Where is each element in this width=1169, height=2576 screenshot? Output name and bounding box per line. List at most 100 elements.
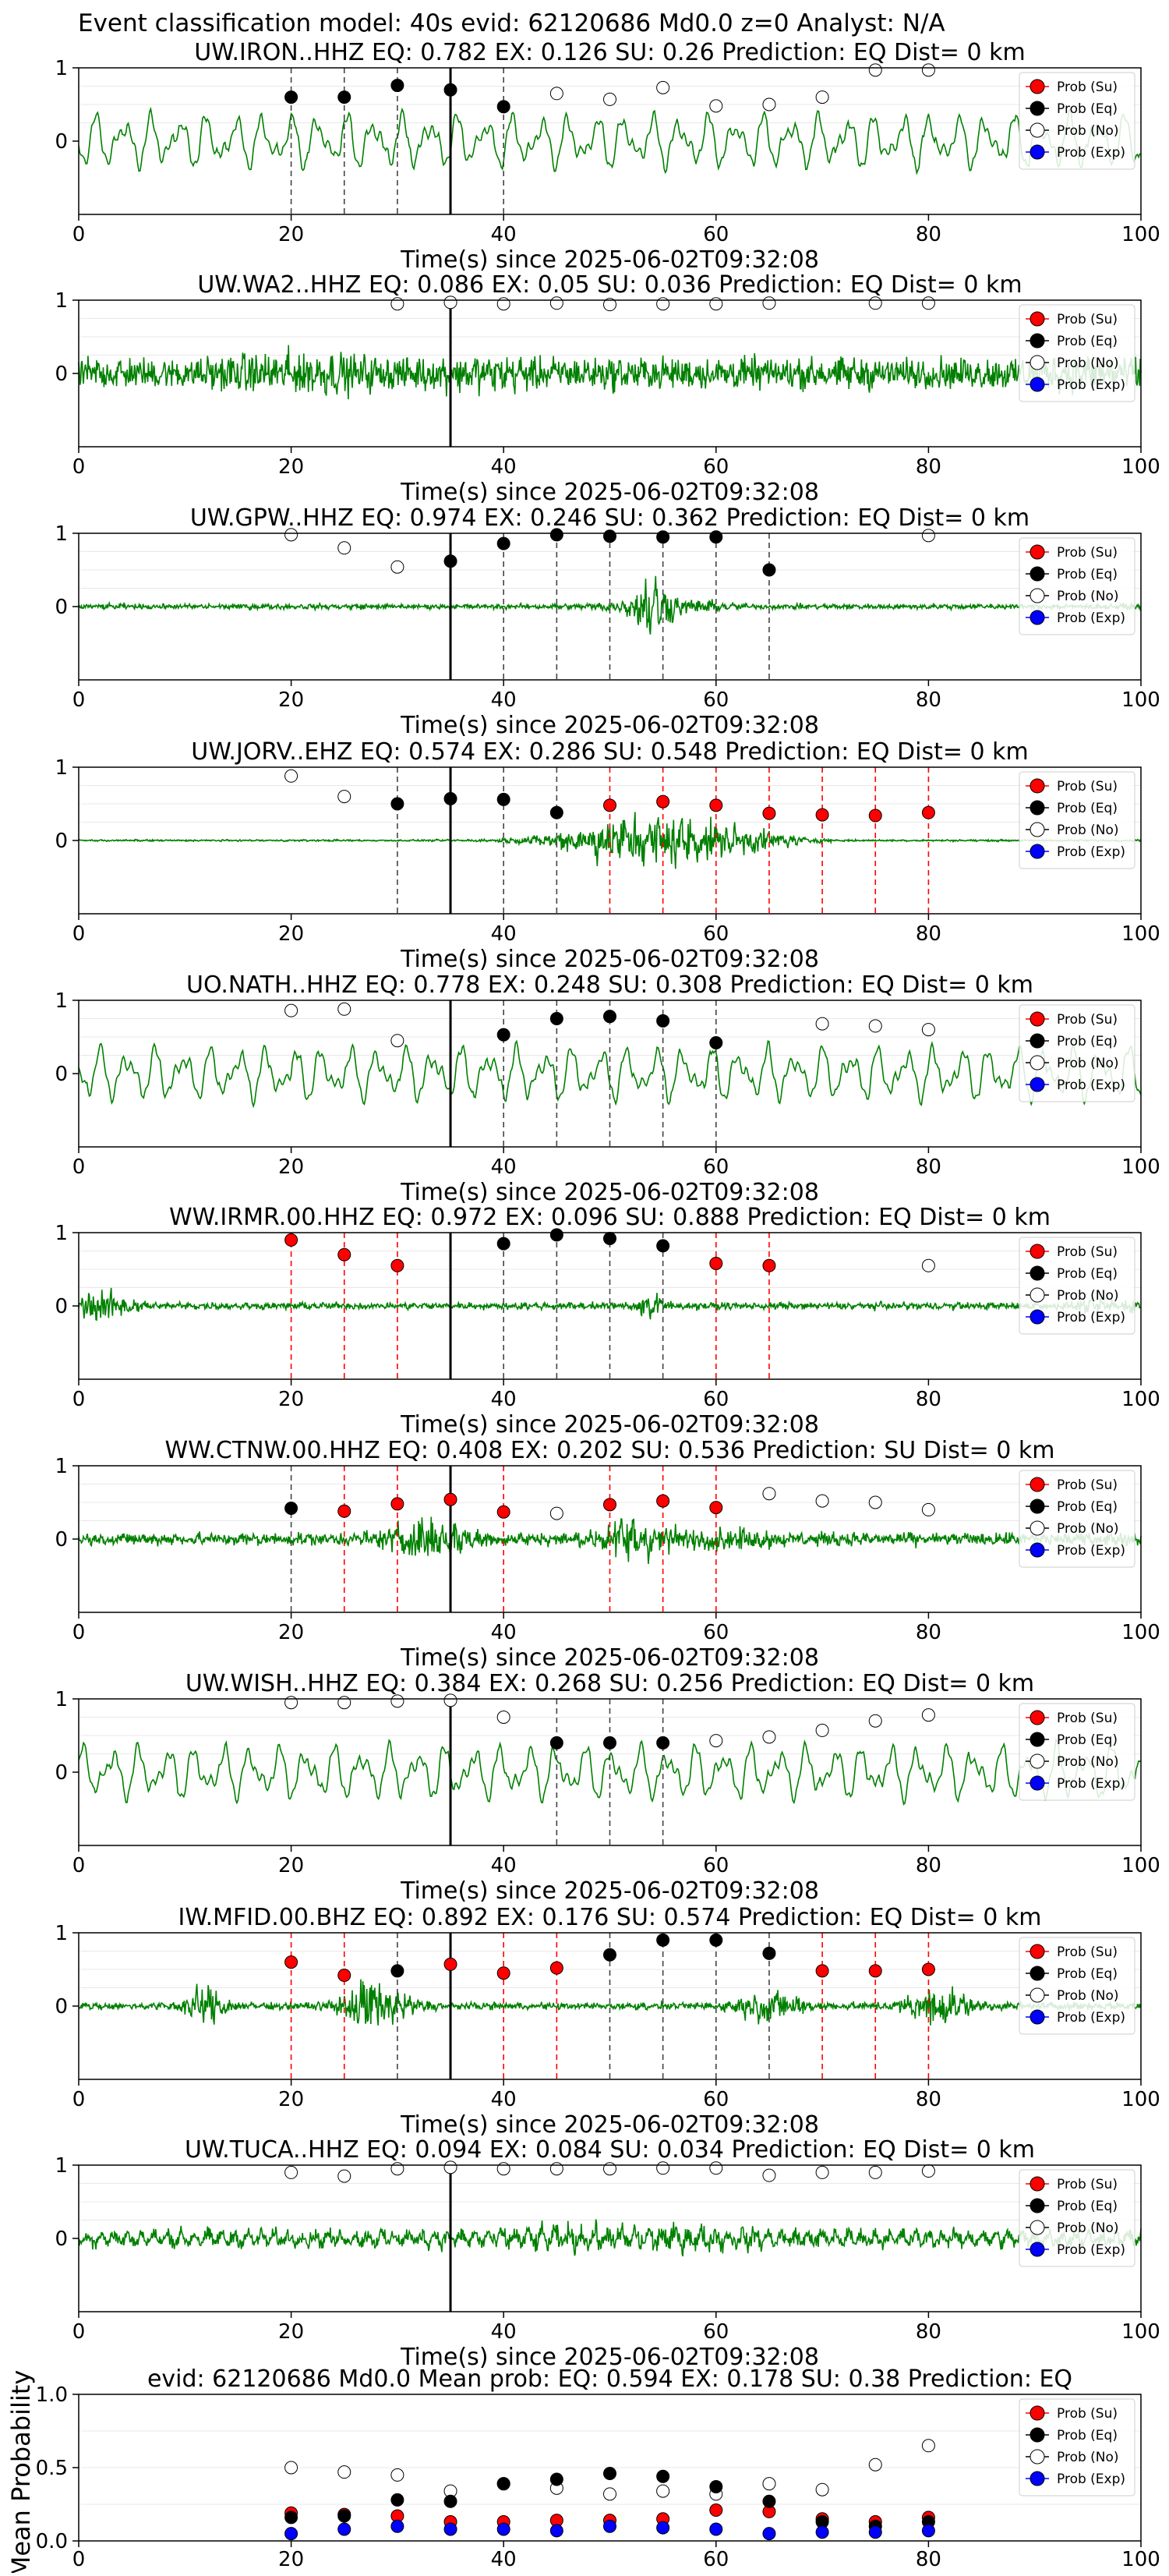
legend-marker-exp: [1029, 610, 1045, 625]
panel-title: UW.WA2..HHZ EQ: 0.086 EX: 0.05 SU: 0.036…: [197, 271, 1022, 299]
legend-box: [1019, 771, 1135, 869]
legend-label: Prob (No): [1057, 1056, 1119, 1071]
y-axis-label: Mean Probability: [6, 2370, 36, 2573]
prob-marker-eq: [443, 791, 457, 805]
prob-marker-no: [390, 1034, 404, 1048]
legend-label: Prob (No): [1057, 1521, 1119, 1537]
panel-title: UW.JORV..EHZ EQ: 0.574 EX: 0.286 SU: 0.5…: [191, 738, 1028, 766]
legend-marker-no: [1029, 822, 1045, 837]
x-tick-label: 40: [491, 1388, 517, 1411]
prob-marker-no: [709, 99, 723, 113]
x-tick-label: 40: [491, 2088, 517, 2111]
legend-marker-su: [1029, 2405, 1045, 2421]
prob-marker-eq: [762, 1946, 776, 1960]
prob-marker-no: [868, 2165, 882, 2179]
x-tick-label: 60: [703, 223, 729, 246]
legend-label: Prob (Exp): [1057, 2010, 1125, 2026]
mean-marker-eq: [284, 2511, 298, 2525]
prob-marker-su: [284, 1233, 298, 1247]
x-axis-label: Time(s) since 2025-06-02T09:32:08: [400, 2111, 819, 2139]
x-axis-label: Time(s) since 2025-06-02T09:32:08: [400, 1179, 819, 1206]
legend-marker-eq: [1029, 2427, 1045, 2443]
legend-marker-eq: [1029, 1732, 1045, 1747]
legend-marker-no: [1029, 1753, 1045, 1769]
legend-marker-eq: [1029, 1499, 1045, 1514]
prob-marker-eq: [496, 1237, 510, 1251]
prob-marker-no: [762, 2168, 776, 2182]
y-tick-label: 1: [55, 1222, 68, 1245]
mean-marker-exp: [603, 2519, 616, 2533]
prob-marker-no: [390, 297, 404, 311]
prob-marker-su: [549, 1961, 563, 1975]
x-tick-label: 80: [916, 922, 941, 946]
mean-marker-eq: [443, 2494, 457, 2508]
station-panel-1: UW.IRON..HHZ EQ: 0.782 EX: 0.126 SU: 0.2…: [55, 39, 1160, 274]
prob-marker-no: [603, 2162, 616, 2176]
legend-label: Prob (Exp): [1057, 1310, 1125, 1325]
y-tick-label: 1: [55, 522, 68, 546]
prob-marker-no: [921, 296, 935, 310]
legend-marker-no: [1029, 1055, 1045, 1070]
prob-marker-su: [921, 805, 935, 819]
x-tick-label: 80: [916, 223, 941, 246]
legend-label: Prob (Su): [1057, 1711, 1118, 1726]
prob-marker-eq: [603, 1948, 616, 1962]
legend-box: [1019, 1004, 1135, 1102]
x-tick-label: 80: [916, 1155, 941, 1179]
x-tick-label: 100: [1121, 1621, 1160, 1644]
legend-marker-su: [1029, 1710, 1045, 1725]
legend-label: Prob (Eq): [1057, 1034, 1118, 1049]
prob-marker-no: [762, 97, 776, 111]
x-tick-label: 100: [1121, 2320, 1160, 2344]
prob-marker-su: [709, 1501, 723, 1515]
station-panel-2: UW.WA2..HHZ EQ: 0.086 EX: 0.05 SU: 0.036…: [55, 271, 1160, 506]
legend-label: Prob (Su): [1057, 779, 1118, 794]
x-axis-label: Time(s) since 2025-06-02T09:32:08: [400, 479, 819, 506]
mean-marker-exp: [868, 2525, 882, 2539]
prob-marker-no: [762, 1487, 776, 1501]
legend-label: Prob (Exp): [1057, 377, 1125, 393]
y-tick-label: 0: [55, 363, 68, 386]
mean-marker-no: [815, 2482, 829, 2496]
prob-marker-su: [709, 798, 723, 812]
prob-marker-su: [656, 794, 670, 809]
x-tick-label: 0: [72, 1155, 86, 1179]
x-tick-label: 40: [491, 1854, 517, 1877]
panel-title: UO.NATH..HHZ EQ: 0.778 EX: 0.248 SU: 0.3…: [186, 971, 1033, 999]
x-tick-label: 20: [278, 688, 304, 712]
prob-marker-eq: [496, 792, 510, 806]
station-panel-8: UW.WISH..HHZ EQ: 0.384 EX: 0.268 SU: 0.2…: [55, 1670, 1160, 1905]
prob-marker-no: [868, 63, 882, 77]
prob-marker-eq: [337, 90, 351, 104]
waveform-trace: [78, 2219, 1142, 2257]
prob-marker-su: [868, 809, 882, 823]
legend-marker-exp: [1029, 2471, 1045, 2486]
prob-marker-no: [284, 528, 298, 542]
legend-label: Prob (Eq): [1057, 1732, 1118, 1748]
prob-marker-su: [709, 1256, 723, 1270]
mean-marker-exp: [656, 2521, 670, 2535]
x-tick-label: 0: [72, 2320, 86, 2344]
prob-marker-no: [390, 560, 404, 574]
prob-marker-no: [390, 2162, 404, 2176]
mean-marker-no: [762, 2477, 776, 2491]
legend-label: Prob (Su): [1057, 2406, 1118, 2422]
y-tick-label: 1: [55, 1688, 68, 1711]
x-tick-label: 60: [703, 1621, 729, 1644]
y-tick-label: 0: [55, 1528, 68, 1552]
x-tick-label: 60: [703, 2320, 729, 2344]
mean-marker-eq: [709, 2479, 723, 2493]
legend-marker-no: [1029, 1520, 1045, 1536]
station-panel-9: IW.MFID.00.BHZ EQ: 0.892 EX: 0.176 SU: 0…: [55, 1904, 1160, 2139]
x-tick-label: 0: [72, 1621, 86, 1644]
prob-marker-no: [656, 80, 670, 94]
prob-marker-no: [549, 1506, 563, 1520]
legend-marker-no: [1029, 2220, 1045, 2235]
legend-label: Prob (Exp): [1057, 610, 1125, 626]
legend-box: [1019, 2169, 1135, 2267]
prob-marker-no: [284, 1003, 298, 1017]
prob-marker-su: [337, 1969, 351, 1983]
x-tick-label: 0: [72, 688, 86, 712]
legend-label: Prob (Exp): [1057, 1077, 1125, 1093]
legend-label: Prob (No): [1057, 1988, 1119, 2004]
